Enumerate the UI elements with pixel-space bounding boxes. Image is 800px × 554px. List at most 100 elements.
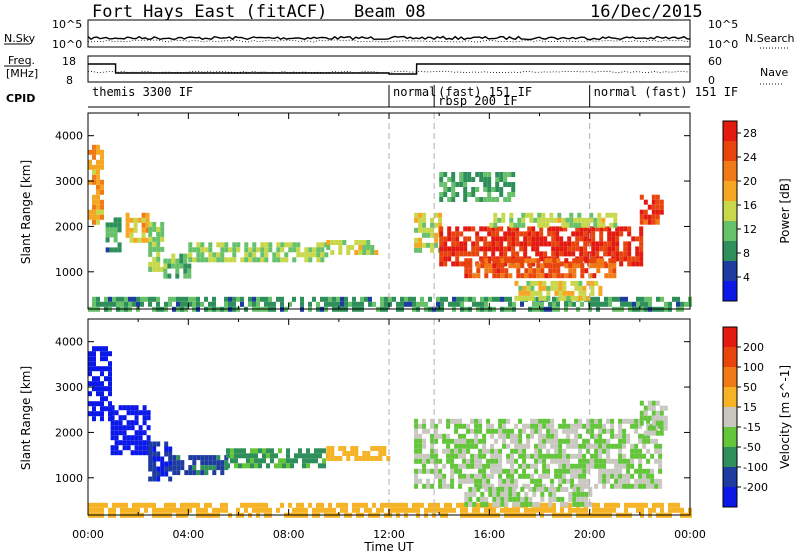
- velocity-cell-7-73: [446, 423, 451, 429]
- velocity-cell-7-149: [474, 473, 479, 479]
- power-cell-10-62: [540, 268, 545, 274]
- velocity-cell-7-423: [582, 478, 587, 484]
- velocity-cell-7-368: [562, 463, 567, 469]
- power-cell-7-57: [184, 301, 188, 307]
- velocity-cell-7-563: [638, 458, 643, 464]
- power-cell-7-181: [420, 301, 424, 307]
- velocity-cell-7-189: [490, 458, 495, 464]
- velocity-cell-7-57: [434, 473, 439, 479]
- velocity-cell-7-274: [526, 443, 531, 449]
- power-cell-7-303: [656, 296, 660, 302]
- velocity-cell-7-243: [514, 423, 519, 429]
- velocity-cell-6-53: [176, 507, 180, 513]
- velocity-cell-7-301: [538, 433, 543, 439]
- power-cell-9-212: [579, 236, 584, 242]
- power-cell-7-309: [668, 301, 672, 307]
- velocity-cell-6-118: [308, 502, 312, 508]
- power-cell-7-8: [104, 296, 108, 302]
- cpid-mode-2: (fast) 151 IF: [438, 85, 532, 99]
- velocity-cell-7-414: [578, 483, 583, 489]
- velocity-cell-7-24: [422, 428, 427, 434]
- velocity-cell-1-40: [130, 420, 135, 426]
- power-cell-12-56: [586, 280, 591, 286]
- velocity-cell-9-26: [496, 496, 501, 502]
- velocity-cell-6-79: [220, 507, 224, 513]
- velocity-cell-0-1: [88, 356, 92, 362]
- velocity-cell-7-134: [470, 443, 475, 449]
- power-cell-11-1: [493, 212, 498, 218]
- power-cell-9-23: [451, 246, 456, 252]
- power-cell-9-103: [507, 226, 512, 232]
- power-cell-7-267: [592, 296, 596, 302]
- velocity-cell-7-249: [514, 468, 519, 474]
- power-cell-7-60: [188, 301, 192, 307]
- power-cell-9-78: [491, 236, 496, 242]
- power-cell-9-170: [551, 241, 556, 247]
- velocity-cell-9-91: [580, 501, 585, 507]
- power-cell-7-9: [104, 301, 108, 307]
- velocity-cell-7-468: [602, 428, 607, 434]
- velocity-cell-3-43: [224, 460, 229, 466]
- power-cell-9-111: [511, 236, 516, 242]
- velocity-cell-0-3: [88, 366, 92, 372]
- power-cell-7-297: [644, 301, 648, 307]
- power-cell-14-41: [483, 172, 488, 177]
- velocity-cell-3-16: [192, 460, 197, 466]
- velocity-cell-9-19: [488, 491, 493, 497]
- velocity-cell-7-253: [518, 428, 523, 434]
- power-cell-0-41: [100, 199, 104, 205]
- x-tick-label-1: 04:00: [172, 528, 204, 541]
- velocity-y-tick-0: 1000: [55, 472, 83, 485]
- velocity-cell-7-84: [450, 453, 455, 459]
- power-cell-3-15: [152, 261, 157, 267]
- velocity-cell-7-120: [462, 473, 467, 479]
- velocity-cell-3-22: [200, 460, 205, 466]
- power-cell-9-234: [591, 241, 596, 247]
- velocity-cell-0-60: [108, 411, 112, 417]
- velocity-cell-8-30: [659, 430, 664, 436]
- velocity-cell-8-19: [651, 430, 656, 436]
- velocity-cell-7-571: [642, 443, 647, 449]
- power-cell-6-9: [346, 245, 351, 250]
- velocity-cell-7-245: [514, 438, 519, 444]
- power-cell-14-6: [443, 182, 448, 187]
- power-cell-7-12: [108, 301, 112, 307]
- velocity-cell-1-41: [130, 425, 135, 431]
- power-cell-9-175: [555, 231, 560, 237]
- velocity-cell-4-35: [266, 463, 270, 469]
- power-cell-8-4: [414, 242, 419, 248]
- velocity-cell-6-247: [536, 507, 540, 513]
- power-cell-9-6: [439, 256, 444, 262]
- power-cell-9-293: [627, 261, 632, 267]
- velocity-cell-7-41: [430, 438, 435, 444]
- power-cell-9-93: [499, 246, 504, 252]
- velocity-cell-9-41: [512, 496, 517, 502]
- power-cell-6-19: [362, 250, 367, 255]
- velocity-cell-9-39: [512, 486, 517, 492]
- power-cell-9-42: [463, 246, 468, 252]
- velocity-cell-1-6: [110, 435, 115, 441]
- velocity-cell-7-370: [562, 473, 567, 479]
- velocity-cell-7-549: [634, 423, 639, 429]
- power-cell-3-14: [152, 256, 157, 262]
- velocity-cell-1-43: [130, 440, 135, 446]
- velocity-cell-6-271: [580, 507, 584, 513]
- power-cell-7-31: [136, 301, 140, 307]
- velocity-cell-7-72: [446, 418, 451, 424]
- velocity-cell-7-28: [422, 458, 427, 464]
- velocity-cell-4-22: [250, 463, 254, 469]
- power-cell-10-13: [480, 263, 485, 269]
- velocity-cell-4-64: [310, 458, 314, 464]
- power-cell-2-20: [141, 237, 146, 243]
- velocity-cell-6-131: [332, 507, 336, 513]
- velocity-cell-1-31: [126, 405, 131, 411]
- velocity-cell-1-28: [122, 435, 127, 441]
- velocity-cell-7-531: [626, 433, 631, 439]
- velocity-cell-2-31: [168, 446, 173, 452]
- velocity-cell-7-264: [522, 448, 527, 454]
- velocity-cell-1-32: [126, 410, 131, 416]
- velocity-cell-1-71: [146, 425, 151, 431]
- velocity-cell-6-37: [148, 502, 152, 508]
- cpid-mode-4: normal (fast) 151 IF: [594, 85, 739, 99]
- velocity-cell-0-23: [96, 376, 100, 382]
